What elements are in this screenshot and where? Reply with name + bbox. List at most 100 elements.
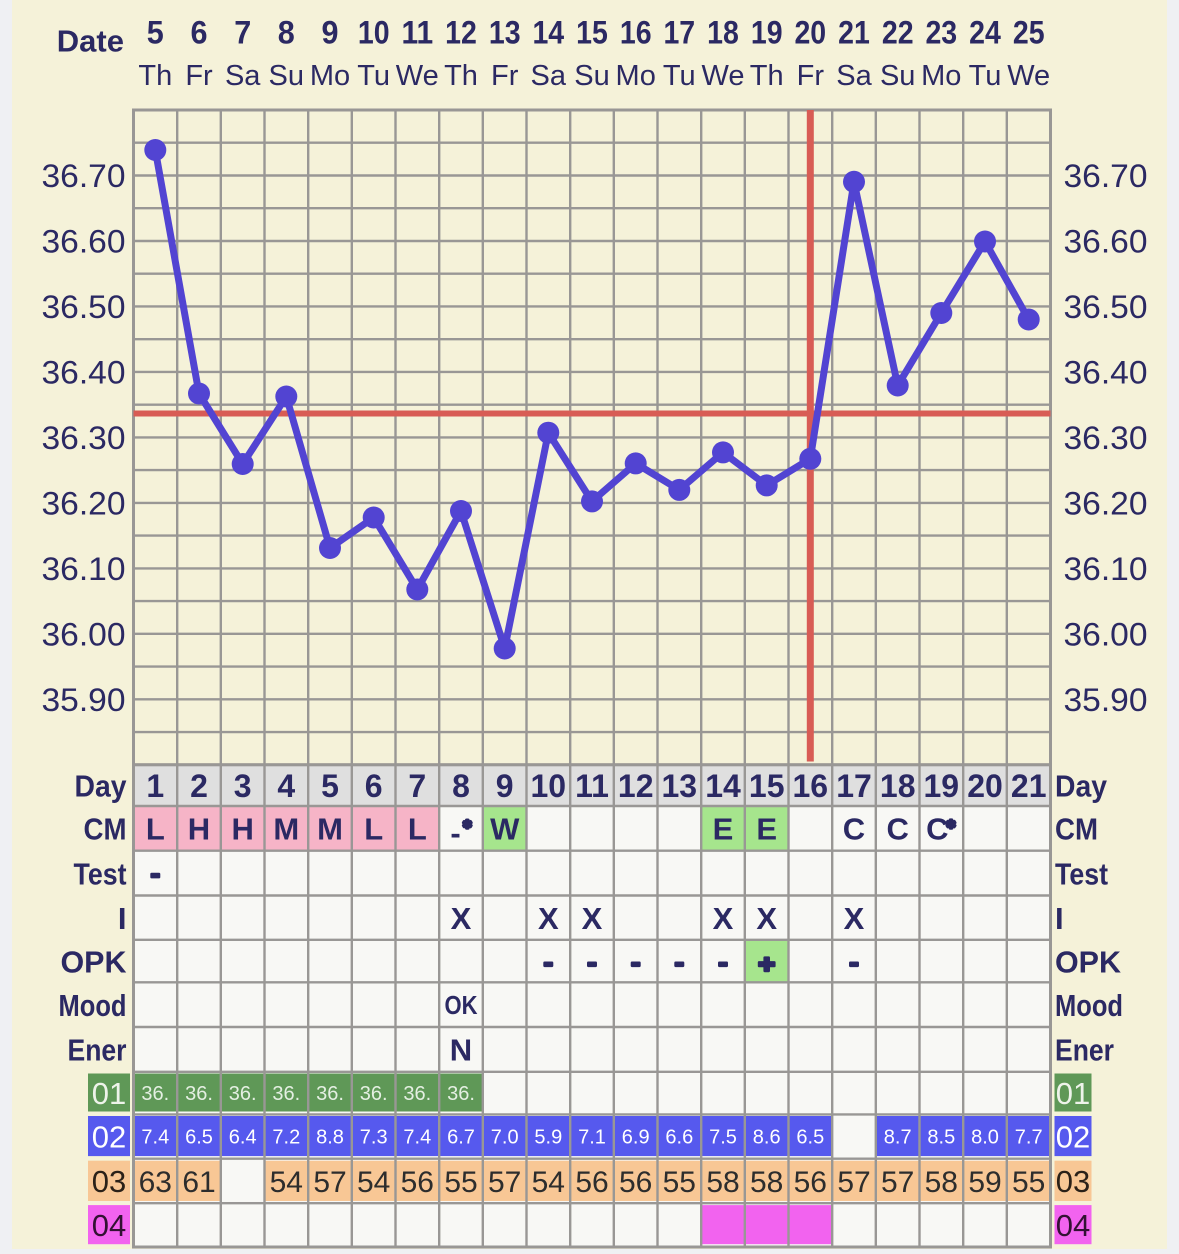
svg-text:57: 57 [488,1166,521,1199]
svg-text:C: C [887,812,909,847]
svg-text:54: 54 [532,1166,565,1199]
svg-text:58: 58 [750,1166,783,1199]
svg-text:36.40: 36.40 [42,355,126,391]
svg-text:56: 56 [794,1166,827,1199]
svg-text:25: 25 [1013,15,1045,51]
svg-text:36.30: 36.30 [1064,420,1148,456]
svg-text:7.7: 7.7 [1015,1126,1043,1148]
svg-text:Sa: Sa [225,60,261,92]
svg-text:04: 04 [1056,1208,1090,1243]
svg-text:L: L [408,812,427,847]
svg-text:7.1: 7.1 [578,1126,606,1148]
svg-text:8.0: 8.0 [971,1126,999,1148]
svg-text:57: 57 [313,1166,346,1199]
svg-text:7.4: 7.4 [141,1126,169,1148]
svg-text:56: 56 [575,1166,608,1199]
svg-text:8.5: 8.5 [927,1126,955,1148]
svg-text:Tu: Tu [969,60,1002,92]
svg-text:35.90: 35.90 [42,682,126,718]
svg-text:12: 12 [445,15,477,51]
svg-text:CM: CM [1055,812,1098,847]
svg-text:36.50: 36.50 [1064,289,1148,325]
svg-text:Su: Su [574,60,609,92]
svg-text:-: - [450,816,460,851]
svg-text:We: We [396,60,439,92]
svg-text:6.4: 6.4 [229,1126,257,1148]
svg-text:36.20: 36.20 [1064,486,1148,522]
svg-text:Ener: Ener [68,1033,127,1068]
svg-text:36.10: 36.10 [1064,551,1148,587]
svg-text:36.: 36. [360,1083,388,1105]
svg-text:10: 10 [531,768,567,804]
svg-text:I: I [118,901,127,936]
svg-text:17: 17 [663,15,695,51]
svg-text:6.9: 6.9 [622,1126,650,1148]
svg-text:6.6: 6.6 [665,1126,693,1148]
svg-text:36.10: 36.10 [42,551,126,587]
svg-text:CM: CM [84,812,127,847]
svg-text:36.20: 36.20 [42,486,126,522]
svg-text:36.40: 36.40 [1064,355,1148,391]
svg-text:X: X [451,901,472,936]
svg-text:20: 20 [967,768,1003,804]
svg-text:Sa: Sa [836,60,872,92]
svg-text:36.70: 36.70 [42,158,126,194]
svg-text:7.0: 7.0 [491,1126,519,1148]
svg-text:15: 15 [576,15,608,51]
svg-text:X: X [713,901,734,936]
svg-text:Mo: Mo [310,60,350,92]
svg-text:61: 61 [182,1166,215,1199]
svg-text:C: C [926,812,948,847]
svg-text:Mo: Mo [616,60,656,92]
svg-text:L: L [146,812,165,847]
svg-text:Test: Test [74,856,127,891]
svg-text:6.5: 6.5 [796,1126,824,1148]
svg-text:X: X [582,901,603,936]
svg-text:H: H [232,812,254,847]
svg-text:M: M [317,812,343,847]
svg-text:Tu: Tu [663,60,696,92]
svg-text:36.: 36. [229,1083,257,1105]
svg-text:13: 13 [489,15,521,51]
svg-text:02: 02 [1056,1119,1090,1154]
svg-text:Mood: Mood [59,988,127,1023]
svg-text:OK: OK [445,990,478,1020]
svg-text:03: 03 [92,1164,126,1199]
svg-text:7.2: 7.2 [272,1126,300,1148]
svg-text:55: 55 [444,1166,477,1199]
svg-text:36.00: 36.00 [42,617,126,653]
svg-text:36.00: 36.00 [1064,617,1148,653]
svg-text:X: X [844,901,865,936]
svg-text:19: 19 [924,768,960,804]
svg-text:59: 59 [968,1166,1001,1199]
svg-text:7.4: 7.4 [403,1126,431,1148]
svg-text:6: 6 [191,15,208,51]
svg-text:Mo: Mo [921,60,961,92]
svg-text:56: 56 [619,1166,652,1199]
svg-text:13: 13 [662,768,698,804]
svg-text:Date: Date [57,23,124,58]
svg-text:54: 54 [357,1166,390,1199]
svg-text:Th: Th [444,60,478,92]
svg-text:36.: 36. [185,1083,213,1105]
svg-text:OPK: OPK [1055,944,1122,979]
svg-text:I: I [1055,901,1064,936]
svg-text:C: C [843,812,865,847]
svg-text:21: 21 [838,15,870,51]
svg-text:Tu: Tu [357,60,390,92]
svg-text:Su: Su [269,60,304,92]
svg-text:E: E [756,812,777,847]
svg-text:01: 01 [92,1076,126,1111]
svg-text:56: 56 [401,1166,434,1199]
svg-text:36.60: 36.60 [42,224,126,260]
svg-text:16: 16 [793,768,829,804]
svg-text:OPK: OPK [61,944,128,979]
svg-text:X: X [756,901,777,936]
svg-text:Day: Day [1055,769,1108,804]
svg-text:36.: 36. [403,1083,431,1105]
svg-text:23: 23 [925,15,957,51]
svg-text:02: 02 [92,1119,126,1154]
svg-text:1: 1 [146,768,164,804]
svg-text:H: H [188,812,210,847]
svg-text:24: 24 [969,15,1001,51]
